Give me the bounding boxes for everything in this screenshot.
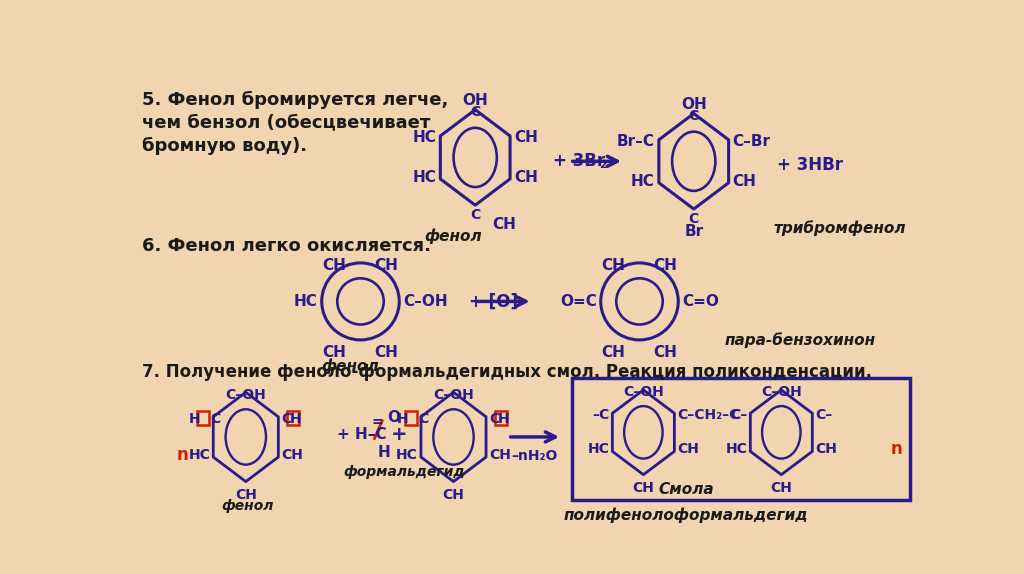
Text: пара-бензохинон: пара-бензохинон <box>725 332 876 348</box>
Text: CH: CH <box>678 442 699 456</box>
Text: HC: HC <box>188 448 210 462</box>
Text: CH: CH <box>514 170 538 185</box>
Text: C: C <box>470 105 480 119</box>
Text: CH: CH <box>442 488 465 502</box>
Text: CH: CH <box>514 130 538 145</box>
Text: фенол: фенол <box>425 228 482 244</box>
Text: HC: HC <box>631 174 655 189</box>
Text: =: = <box>372 416 383 429</box>
Text: CH: CH <box>375 258 398 273</box>
Text: OH: OH <box>462 93 488 108</box>
Text: HC: HC <box>413 170 436 185</box>
Text: + 3Br: + 3Br <box>553 152 605 170</box>
Text: CH: CH <box>653 344 677 359</box>
Text: n: n <box>176 446 188 464</box>
Text: CH: CH <box>633 481 654 495</box>
Text: + [O]: + [O] <box>469 292 518 311</box>
Text: Br–C: Br–C <box>617 134 655 149</box>
Text: + 3HBr: + 3HBr <box>776 156 843 174</box>
Text: CH: CH <box>282 448 303 462</box>
Text: C–OH: C–OH <box>403 294 447 309</box>
Text: CH: CH <box>323 344 346 359</box>
Text: CH: CH <box>770 481 793 495</box>
Text: C–CH₂–C: C–CH₂–C <box>678 408 740 422</box>
Text: HC: HC <box>294 294 317 309</box>
Text: C: C <box>489 412 500 426</box>
Text: Br: Br <box>684 224 703 239</box>
Text: фенол: фенол <box>221 499 273 513</box>
Text: C: C <box>418 412 428 426</box>
Text: OH: OH <box>681 96 707 111</box>
Text: + H–C: + H–C <box>337 427 387 442</box>
Text: H: H <box>189 412 201 426</box>
Text: 6. Фенол легко окисляется.: 6. Фенол легко окисляется. <box>142 236 431 255</box>
Text: H: H <box>290 412 302 426</box>
Text: –nH₂O: –nH₂O <box>512 449 558 463</box>
Text: C=O: C=O <box>682 294 719 309</box>
Text: CH: CH <box>234 488 257 502</box>
Text: +: + <box>391 425 408 444</box>
Bar <box>572 378 910 500</box>
Text: CH: CH <box>732 174 757 189</box>
Text: 5. Фенол бромируется легче,: 5. Фенол бромируется легче, <box>142 91 449 108</box>
Text: бромную воду).: бромную воду). <box>142 137 307 155</box>
Text: HC: HC <box>413 130 436 145</box>
Text: O: O <box>387 410 399 425</box>
Text: H: H <box>397 412 409 426</box>
Text: 7. Получение феноло-формальдегидных смол. Реакция поликонденсации.: 7. Получение феноло-формальдегидных смол… <box>142 363 872 381</box>
Text: CH: CH <box>489 448 511 462</box>
Text: CH: CH <box>602 258 626 273</box>
Text: –C: –C <box>592 408 609 422</box>
Text: C: C <box>470 208 480 222</box>
Text: CH: CH <box>602 344 626 359</box>
Text: 2: 2 <box>599 160 607 170</box>
Text: O=C: O=C <box>560 294 597 309</box>
Text: формальдегид: формальдегид <box>343 466 465 479</box>
Text: C: C <box>210 412 220 426</box>
Text: CH: CH <box>815 442 838 456</box>
Text: n: n <box>891 440 902 458</box>
Text: C–OH: C–OH <box>433 387 474 402</box>
Text: C: C <box>688 212 698 226</box>
Text: трибромфенол: трибромфенол <box>773 220 906 235</box>
Text: CH: CH <box>653 258 677 273</box>
Text: C–OH: C–OH <box>761 385 802 400</box>
Text: H: H <box>498 412 509 426</box>
Text: чем бензол (обесцвечивает: чем бензол (обесцвечивает <box>142 114 430 131</box>
Text: C–OH: C–OH <box>225 387 266 402</box>
Text: CH: CH <box>323 258 346 273</box>
Text: HC: HC <box>725 442 748 456</box>
Text: CH: CH <box>375 344 398 359</box>
Text: HC: HC <box>396 448 418 462</box>
Text: фенол: фенол <box>322 358 379 374</box>
Text: C–: C– <box>730 408 748 422</box>
Text: полифенолоформальдегид: полифенолоформальдегид <box>563 508 808 523</box>
Text: HC: HC <box>588 442 609 456</box>
Text: H: H <box>378 445 390 460</box>
Text: C–: C– <box>815 408 833 422</box>
Text: C–Br: C–Br <box>732 134 770 149</box>
Text: CH: CH <box>493 218 516 232</box>
Text: C: C <box>688 109 698 123</box>
Text: Смола: Смола <box>658 482 715 497</box>
Text: C: C <box>282 412 292 426</box>
Text: C–OH: C–OH <box>623 385 664 400</box>
